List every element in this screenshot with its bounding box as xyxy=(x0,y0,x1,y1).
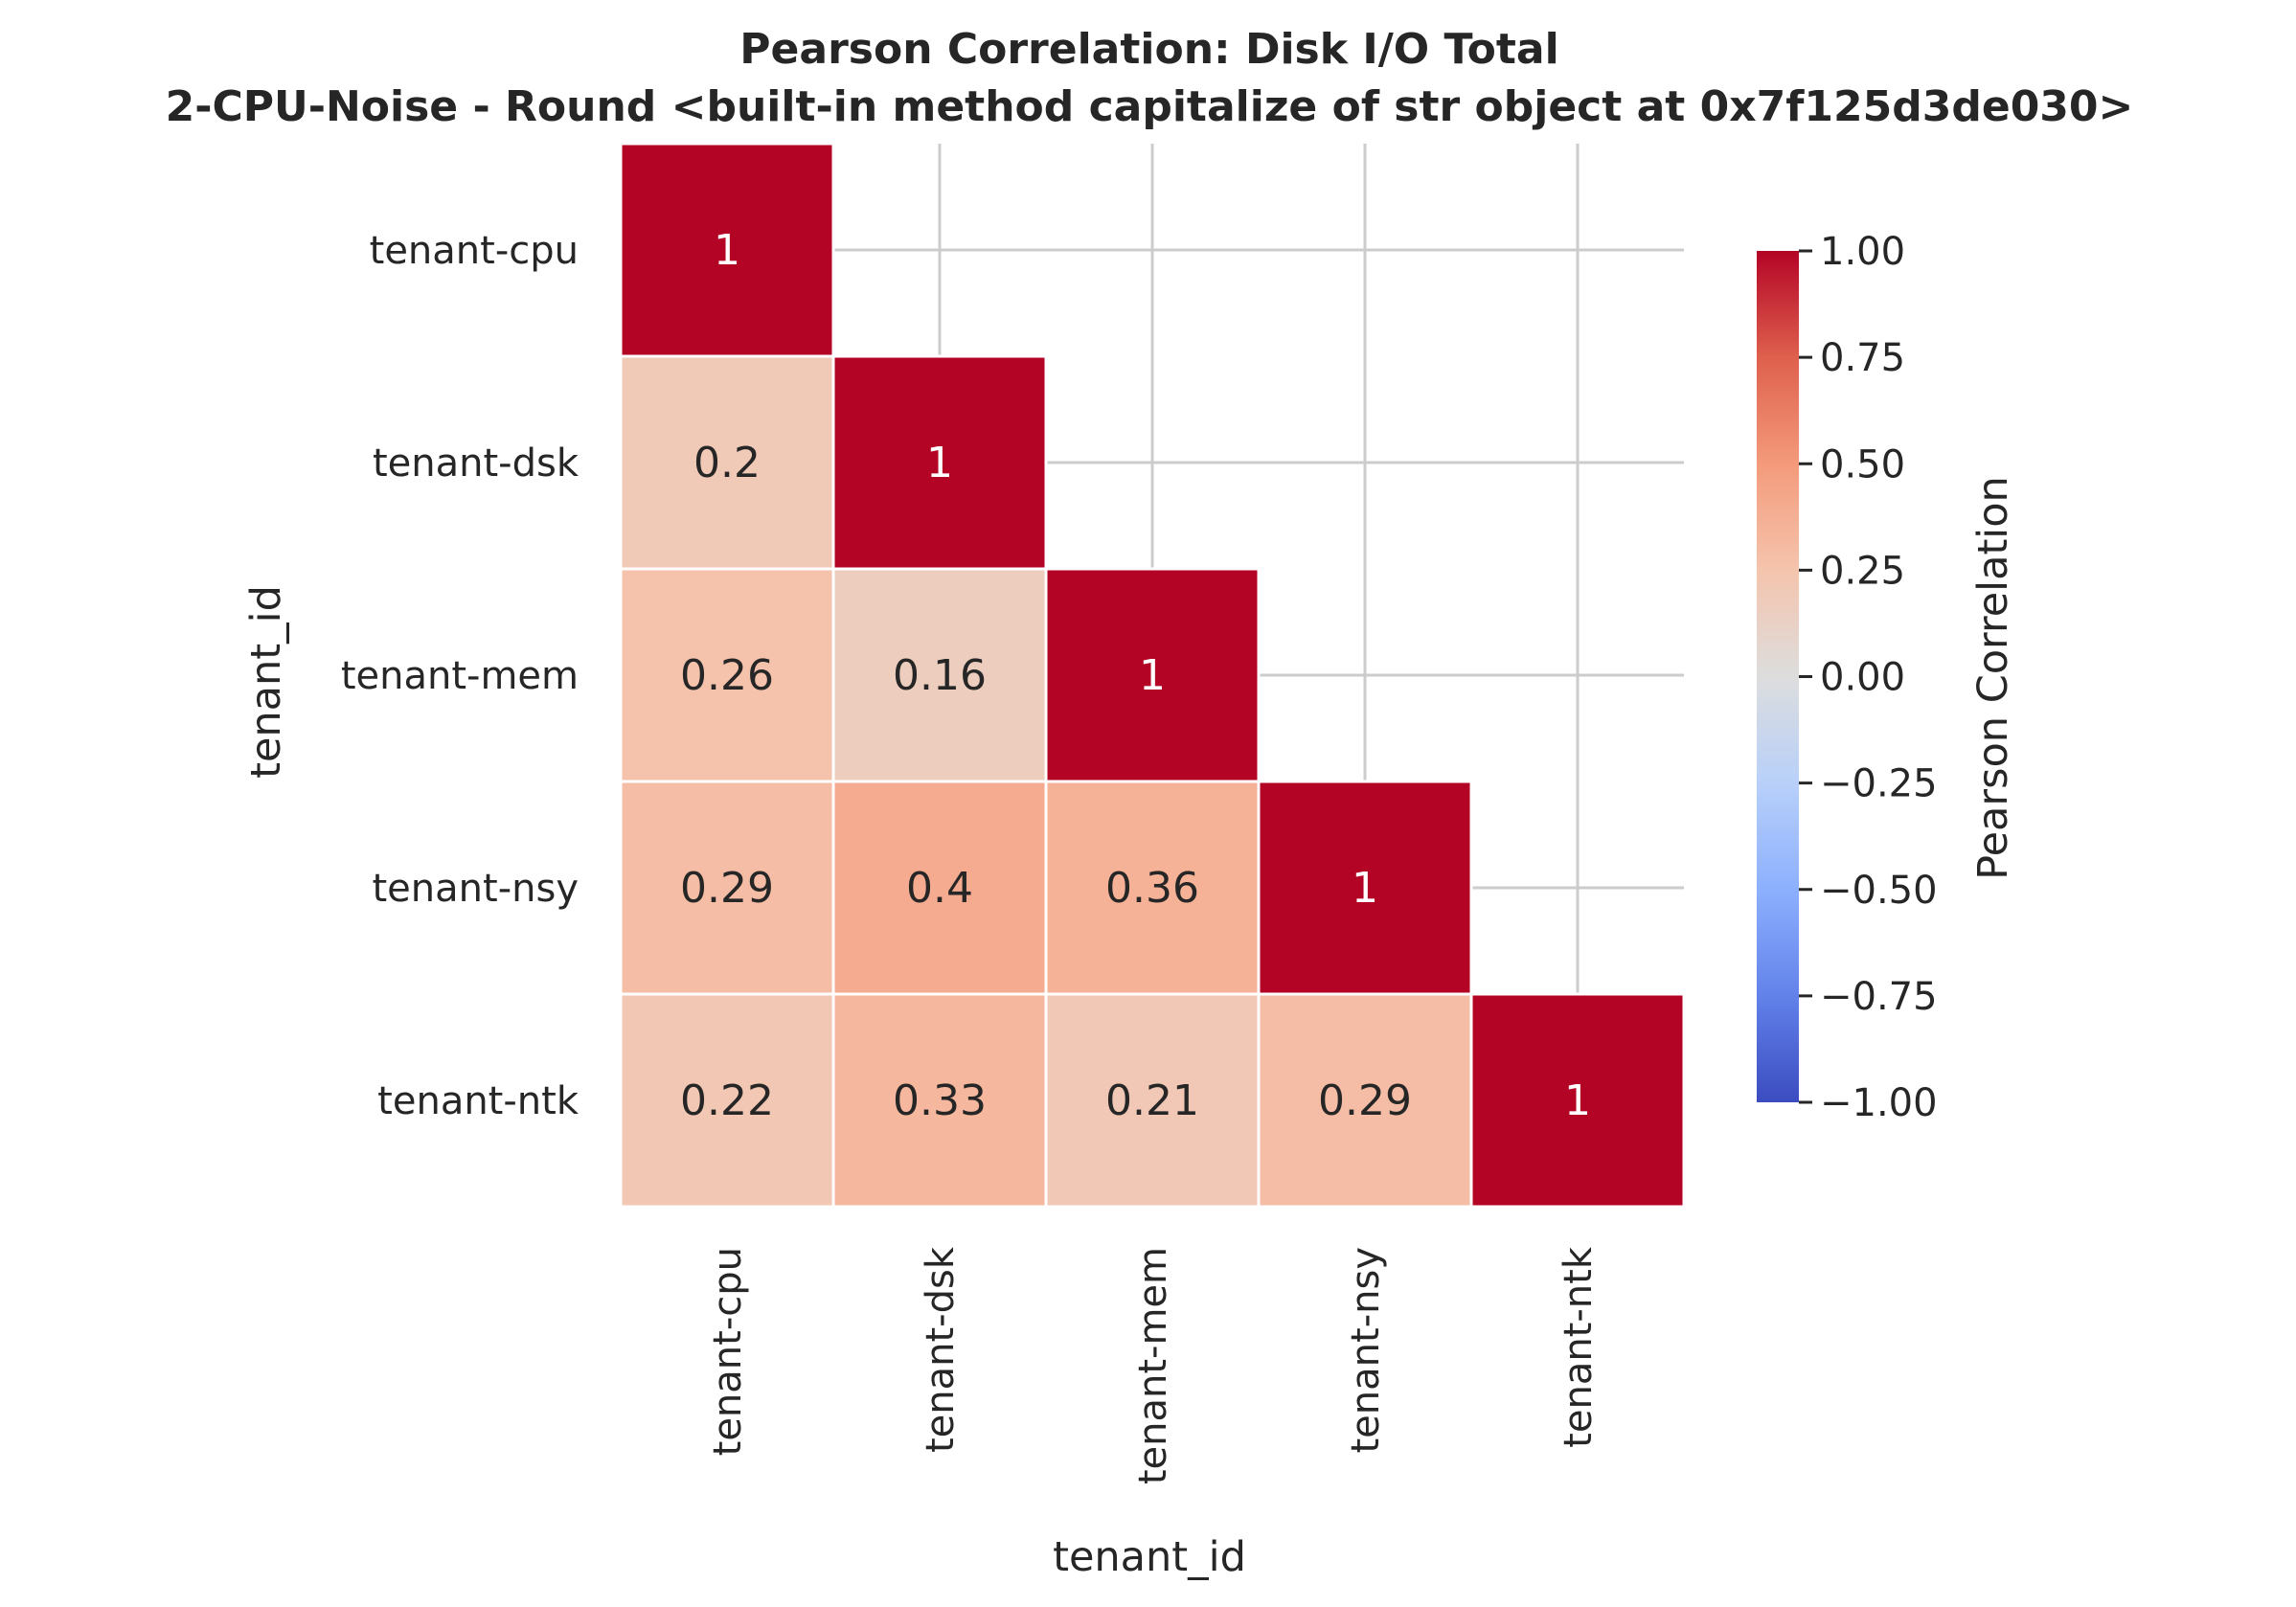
cell-label-tenant-mem-tenant-cpu: 0.26 xyxy=(680,651,774,700)
colorbar-tick-label: −0.75 xyxy=(1820,975,1938,1019)
heatmap-cell-tenant-mem-tenant-cpu xyxy=(619,567,835,783)
cell-label-tenant-nsy-tenant-nsy: 1 xyxy=(1352,864,1378,913)
x-tick-label-tenant-cpu: tenant-cpu xyxy=(706,1247,750,1456)
cell-label-tenant-ntk-tenant-dsk: 0.33 xyxy=(893,1076,987,1125)
cell-label-tenant-ntk-tenant-cpu: 0.22 xyxy=(680,1076,774,1125)
colorbar-ticks: 1.00 0.75 0.50 0.25 0.00 −0.25 −0.50 −0.75 −1.00 xyxy=(1799,230,1938,1125)
colorbar-tick-label: 0.25 xyxy=(1820,549,1905,593)
heatmap-cell-tenant-cpu-tenant-cpu xyxy=(619,142,835,358)
cell-label-tenant-ntk-tenant-nsy: 0.29 xyxy=(1318,1076,1412,1125)
colorbar-tick-label: 0.50 xyxy=(1820,442,1905,487)
x-tick-label-tenant-nsy: tenant-nsy xyxy=(1344,1247,1388,1454)
cell-label-tenant-dsk-tenant-cpu: 0.2 xyxy=(693,439,761,487)
x-tick-label-tenant-ntk: tenant-ntk xyxy=(1557,1246,1601,1448)
y-tick-label-tenant-nsy: tenant-nsy xyxy=(373,867,580,911)
colorbar-tick-label: 1.00 xyxy=(1820,230,1905,274)
cell-label-tenant-dsk-tenant-dsk: 1 xyxy=(926,439,953,487)
y-tick-label-tenant-dsk: tenant-dsk xyxy=(373,441,580,486)
heatmap-cell-tenant-mem-tenant-dsk xyxy=(831,567,1048,783)
heatmap-cell-labels: 10.2 10.26 0.16 10.29 0.4 0.36 10.22 0.33 0.21 0.… xyxy=(680,226,1591,1125)
heatmap-cell-tenant-nsy-tenant-nsy xyxy=(1257,780,1473,996)
colorbar-tick-label: −0.25 xyxy=(1820,762,1938,806)
chart-subtitle: 2-CPU-Noise - Round <built-in method cap… xyxy=(166,82,2134,131)
cell-label-tenant-ntk-tenant-ntk: 1 xyxy=(1564,1076,1591,1125)
heatmap-cell-tenant-nsy-tenant-cpu xyxy=(619,780,835,996)
colorbar-tick-label: −1.00 xyxy=(1820,1081,1938,1125)
heatmap-cell-tenant-nsy-tenant-mem xyxy=(1044,780,1261,996)
cell-label-tenant-nsy-tenant-mem: 0.36 xyxy=(1105,864,1199,913)
heatmap-cell-tenant-dsk-tenant-cpu xyxy=(619,354,835,571)
y-tick-label-tenant-ntk: tenant-ntk xyxy=(377,1079,580,1123)
y-tick-label-tenant-cpu: tenant-cpu xyxy=(370,229,579,273)
heatmap-cell-tenant-ntk-tenant-mem xyxy=(1044,992,1261,1209)
colorbar-tick-label: 0.00 xyxy=(1820,656,1905,700)
colorbar-label: Pearson Correlation xyxy=(1969,476,2017,880)
x-tick-label-tenant-mem: tenant-mem xyxy=(1131,1247,1175,1484)
x-axis-label: tenant_id xyxy=(1053,1533,1246,1581)
y-axis-label: tenant_id xyxy=(242,585,290,779)
colorbar-tick-label: 0.75 xyxy=(1820,336,1905,380)
heatmap-cell-tenant-ntk-tenant-dsk xyxy=(831,992,1048,1209)
chart-title: Pearson Correlation: Disk I/O Total xyxy=(739,25,1558,74)
x-tick-labels: tenant-cpu tenant-dsk tenant-mem tenant-nsy… xyxy=(706,1246,1601,1484)
cell-label-tenant-ntk-tenant-mem: 0.21 xyxy=(1105,1076,1199,1125)
heatmap-cell-tenant-ntk-tenant-ntk xyxy=(1469,992,1686,1209)
heatmap-cell-tenant-ntk-tenant-cpu xyxy=(619,992,835,1209)
cell-label-tenant-cpu-tenant-cpu: 1 xyxy=(714,226,740,275)
colorbar xyxy=(1757,251,1799,1102)
heatmap-cell-tenant-mem-tenant-mem xyxy=(1044,567,1261,783)
y-tick-labels: tenant-cpu tenant-dsk tenant-mem tenant-nsy… xyxy=(341,229,580,1123)
colorbar-tick-label: −0.50 xyxy=(1820,869,1938,913)
heatmap-cell-tenant-ntk-tenant-nsy xyxy=(1257,992,1473,1209)
heatmap-cell-tenant-nsy-tenant-dsk xyxy=(831,780,1048,996)
cell-label-tenant-mem-tenant-dsk: 0.16 xyxy=(893,651,987,700)
cell-label-tenant-nsy-tenant-dsk: 0.4 xyxy=(906,864,973,913)
y-tick-label-tenant-mem: tenant-mem xyxy=(341,654,579,698)
cell-label-tenant-nsy-tenant-cpu: 0.29 xyxy=(680,864,774,913)
cell-label-tenant-mem-tenant-mem: 1 xyxy=(1139,651,1166,700)
x-tick-label-tenant-dsk: tenant-dsk xyxy=(919,1246,963,1453)
heatmap-cells xyxy=(619,142,1686,1209)
